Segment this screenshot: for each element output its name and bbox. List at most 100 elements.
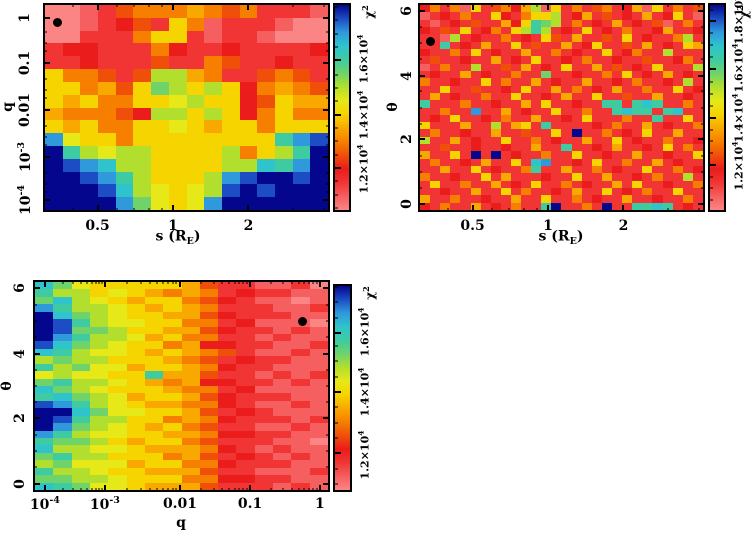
heatmap-cell — [571, 34, 582, 42]
heatmap-cell — [274, 43, 293, 57]
heatmap-cell — [692, 202, 703, 210]
heatmap-cell — [254, 378, 274, 386]
heatmap-cell — [460, 114, 471, 123]
heatmap-cell — [89, 452, 109, 461]
heatmap-cell — [541, 173, 552, 181]
heatmap-cell — [236, 475, 255, 483]
heatmap-cell — [652, 78, 663, 86]
heatmap-cell — [672, 78, 683, 86]
heatmap-cell — [108, 393, 127, 401]
heatmap-cell — [80, 184, 99, 198]
heatmap-cell — [239, 17, 258, 31]
heatmap-cell — [292, 30, 311, 44]
heatmap-cell — [551, 5, 562, 13]
heatmap-cell — [682, 78, 693, 86]
heatmap-cell — [420, 151, 431, 159]
heatmap-cell — [239, 184, 258, 198]
heatmap-cell — [273, 341, 292, 349]
heatmap-cell — [551, 188, 562, 196]
heatmap-cell — [35, 467, 54, 476]
heatmap-cell — [591, 144, 602, 152]
heatmap-cell — [273, 423, 292, 431]
colorbar-tick — [335, 286, 338, 288]
heatmap-cell — [126, 475, 145, 483]
heatmap-cell — [45, 56, 63, 70]
heatmap-cell — [662, 122, 673, 130]
heatmap-cell — [541, 5, 552, 13]
heatmap-cell — [662, 56, 673, 64]
heatmap-cell — [254, 348, 274, 357]
heatmap-cell — [440, 56, 451, 64]
heatmap-cell — [662, 63, 673, 71]
heatmap-cell — [642, 85, 653, 93]
heatmap-cell — [291, 378, 310, 386]
heatmap-cell — [571, 195, 582, 203]
heatmap-cell — [642, 129, 653, 137]
heatmap-cell — [531, 114, 542, 123]
heatmap-cell — [571, 136, 582, 145]
heatmap-cell — [551, 19, 562, 27]
heatmap-cell — [273, 385, 292, 394]
heatmap-cell — [144, 423, 164, 431]
heatmap-cell — [273, 415, 292, 424]
heatmap-cell — [98, 43, 116, 57]
heatmap-cell — [71, 341, 90, 349]
heatmap-cell — [35, 385, 54, 394]
heatmap-cell — [622, 63, 633, 71]
heatmap-cell — [561, 180, 572, 189]
heatmap-cell — [662, 100, 673, 108]
heatmap-cell — [199, 430, 219, 438]
heatmap-cell — [541, 12, 552, 20]
heatmap-cell — [551, 48, 562, 57]
colorbar-tick — [710, 32, 713, 34]
heatmap-cell — [89, 348, 109, 357]
heatmap-cell — [541, 26, 552, 35]
heatmap-cell — [490, 180, 501, 189]
heatmap-cell — [480, 151, 491, 159]
heatmap-cell — [181, 282, 200, 290]
heatmap-cell — [490, 122, 501, 130]
heatmap-cell — [541, 100, 552, 108]
heatmap-cell — [239, 120, 258, 134]
heatmap-cell — [257, 158, 275, 172]
heatmap-cell — [45, 184, 63, 198]
heatmap-cell — [531, 41, 542, 49]
heatmap-cell — [632, 144, 643, 152]
heatmap-cell — [662, 70, 673, 79]
heatmap-cell — [662, 195, 673, 203]
heatmap-cell — [480, 100, 491, 108]
heatmap-cell — [531, 151, 542, 159]
heatmap-cell — [601, 5, 613, 13]
heatmap-cell — [460, 202, 471, 210]
heatmap-cell — [53, 400, 72, 409]
heatmap-cell — [108, 378, 127, 386]
heatmap-cell — [218, 311, 237, 320]
heatmap-cell — [291, 333, 310, 342]
heatmap-cell — [490, 34, 501, 42]
heatmap-cell — [151, 145, 169, 159]
heatmap-cell — [672, 41, 683, 49]
heatmap-cell — [257, 43, 275, 57]
heatmap-cell — [108, 400, 127, 409]
heatmap-cell — [80, 69, 99, 82]
heatmap-cell — [53, 341, 72, 349]
heatmap-cell — [420, 26, 431, 35]
heatmap-cell — [310, 171, 328, 185]
heatmap-cell — [309, 296, 328, 305]
heatmap-cell — [510, 188, 522, 196]
heatmap-cell — [490, 85, 501, 93]
heatmap-cell — [601, 48, 613, 57]
heatmap-cell — [581, 63, 592, 71]
heatmap-cell — [652, 114, 663, 123]
heatmap-cell — [53, 371, 72, 379]
heatmap-cell — [541, 136, 552, 145]
heatmap-cell — [662, 34, 673, 42]
heatmap-cell — [682, 129, 693, 137]
heatmap-cell — [98, 184, 116, 198]
heatmap-cell — [71, 460, 90, 468]
heatmap-cell — [144, 430, 164, 438]
heatmap-cell — [181, 341, 200, 349]
heatmap-cell — [168, 107, 187, 121]
heatmap-cell — [632, 78, 643, 86]
heatmap-cell — [622, 56, 633, 64]
